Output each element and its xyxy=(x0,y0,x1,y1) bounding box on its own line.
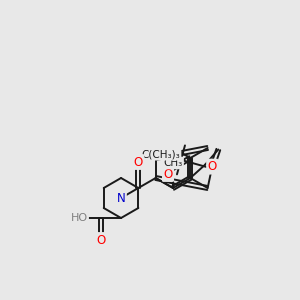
Text: N: N xyxy=(117,191,125,205)
Text: O: O xyxy=(75,212,84,224)
Text: C(CH₃)₃: C(CH₃)₃ xyxy=(141,149,180,159)
Text: O: O xyxy=(168,148,178,160)
Text: O: O xyxy=(208,160,217,173)
Text: O: O xyxy=(96,233,106,247)
Text: CH₃: CH₃ xyxy=(164,158,183,168)
Text: O: O xyxy=(164,167,172,181)
Text: O: O xyxy=(134,155,143,169)
Text: H: H xyxy=(74,212,83,224)
Text: HO: HO xyxy=(70,213,88,223)
